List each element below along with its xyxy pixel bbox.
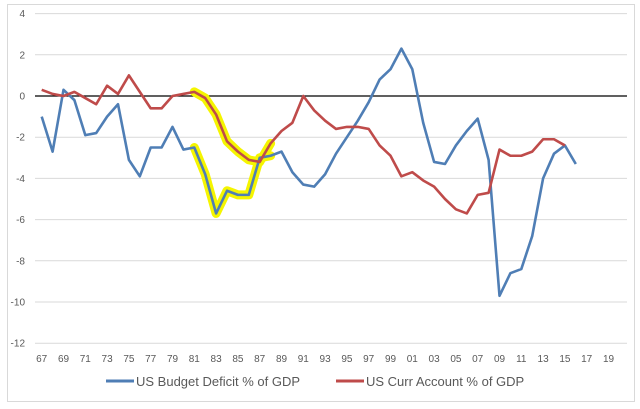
y-tick-label: -10 xyxy=(11,298,26,309)
y-tick-label: 4 xyxy=(19,9,25,20)
legend: US Budget Deficit % of GDP US Curr Accou… xyxy=(106,374,524,389)
y-tick-label: -4 xyxy=(16,174,25,185)
x-tick-label: 19 xyxy=(603,354,615,365)
x-tick-label: 05 xyxy=(450,354,462,365)
x-tick-label: 01 xyxy=(407,354,419,365)
x-tick-label: 87 xyxy=(254,354,266,365)
x-tick-label: 91 xyxy=(298,354,310,365)
x-tick-label: 67 xyxy=(36,354,48,365)
x-tick-label: 89 xyxy=(276,354,288,365)
x-tick-label: 93 xyxy=(320,354,332,365)
legend-label-budget-deficit: US Budget Deficit % of GDP xyxy=(136,374,300,389)
x-tick-label: 13 xyxy=(538,354,550,365)
series-line-budget-deficit xyxy=(40,47,577,298)
x-tick-label: 81 xyxy=(189,354,201,365)
x-tick-label: 15 xyxy=(559,354,571,365)
x-tick-label: 83 xyxy=(211,354,223,365)
x-tick-label: 95 xyxy=(341,354,353,365)
x-tick-label: 75 xyxy=(123,354,135,365)
chart-border xyxy=(7,4,635,402)
x-tick-label: 97 xyxy=(363,354,375,365)
x-tick-label: 17 xyxy=(581,354,593,365)
y-tick-label: -2 xyxy=(16,133,25,144)
x-tick-label: 73 xyxy=(102,354,114,365)
x-tick-label: 85 xyxy=(232,354,244,365)
x-tick-label: 79 xyxy=(167,354,179,365)
y-tick-label: -12 xyxy=(11,339,26,350)
x-tick-label: 71 xyxy=(80,354,92,365)
x-tick-label: 69 xyxy=(58,354,70,365)
x-tick-label: 07 xyxy=(472,354,484,365)
y-tick-label: 0 xyxy=(19,92,25,103)
y-tick-label: -8 xyxy=(16,256,25,267)
y-tick-label: 2 xyxy=(19,50,25,61)
x-tick-label: 11 xyxy=(516,354,527,365)
x-tick-label: 09 xyxy=(494,354,506,365)
x-tick-label: 99 xyxy=(385,354,397,365)
x-tick-label: 03 xyxy=(429,354,441,365)
x-tick-label: 77 xyxy=(145,354,157,365)
legend-label-curr-account: US Curr Account % of GDP xyxy=(366,374,524,389)
y-tick-label: -6 xyxy=(16,215,25,226)
